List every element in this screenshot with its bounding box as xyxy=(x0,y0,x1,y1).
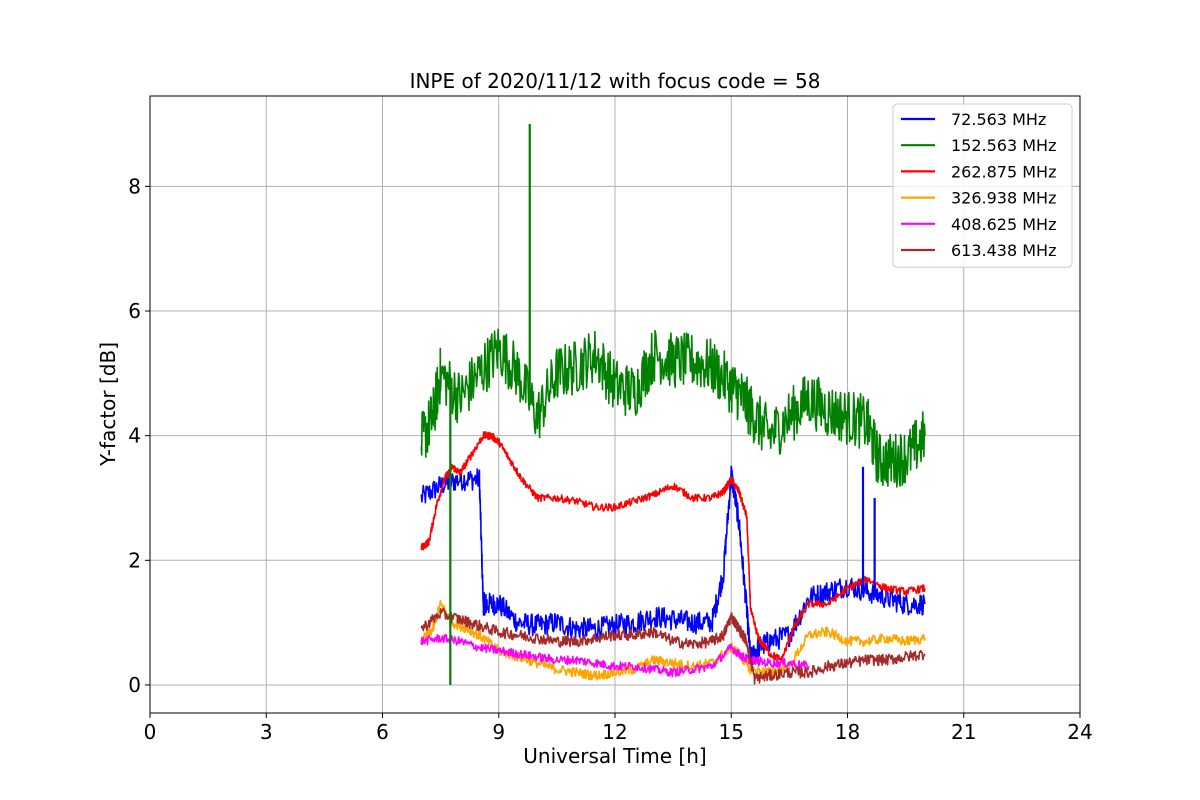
y-tick-label: 8 xyxy=(128,174,141,198)
legend-label: 326.938 MHz xyxy=(951,189,1056,208)
x-tick-label: 6 xyxy=(376,720,389,744)
x-tick-label: 24 xyxy=(1067,720,1092,744)
series-line xyxy=(420,431,926,664)
legend-label: 408.625 MHz xyxy=(951,215,1056,234)
y-tick-label: 6 xyxy=(128,299,141,323)
x-axis-label: Universal Time [h] xyxy=(523,744,706,768)
legend-box xyxy=(892,103,1073,268)
legend-label: 613.438 MHz xyxy=(951,241,1056,260)
legend-label: 72.563 MHz xyxy=(951,110,1046,129)
x-tick-label: 18 xyxy=(835,720,860,744)
x-tick-label: 9 xyxy=(492,720,505,744)
x-tick-label: 3 xyxy=(260,720,273,744)
x-tick-label: 21 xyxy=(951,720,976,744)
series-lines xyxy=(420,124,926,685)
y-tick-label: 0 xyxy=(128,673,141,697)
x-tick-label: 0 xyxy=(144,720,157,744)
legend-label: 152.563 MHz xyxy=(951,136,1056,155)
series-line xyxy=(420,328,926,488)
series-line xyxy=(420,465,926,668)
y-tick-label: 4 xyxy=(128,424,141,448)
series-line xyxy=(420,607,926,685)
y-tick-label: 2 xyxy=(128,548,141,572)
chart-title: INPE of 2020/11/12 with focus code = 58 xyxy=(410,69,821,93)
series-line xyxy=(420,599,926,681)
legend-label: 262.875 MHz xyxy=(951,162,1056,181)
y-axis-label: Y-factor [dB] xyxy=(96,342,120,467)
legend: 72.563 MHz 152.563 MHz 262.875 MHz 326.938 … xyxy=(892,103,1073,268)
x-tick-label: 15 xyxy=(719,720,744,744)
series-line xyxy=(420,633,810,678)
x-tick-label: 12 xyxy=(602,720,627,744)
